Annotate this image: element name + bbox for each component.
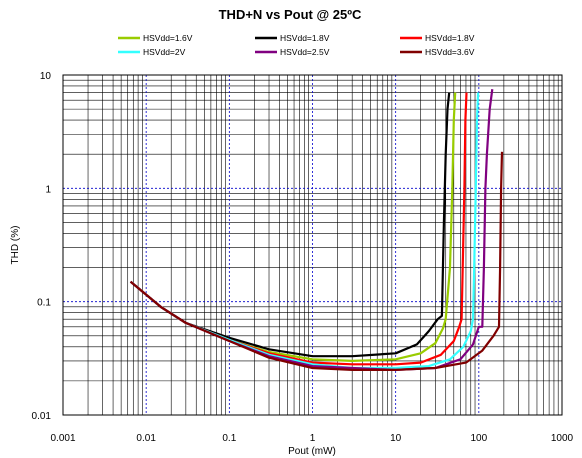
x-tick-label: 0.1 xyxy=(222,433,236,444)
legend: HSVdd=1.6V HSVdd=1.8V HSVdd=1.8V HSVdd=2V HS… xyxy=(118,33,475,57)
series-line-2 xyxy=(129,92,451,358)
series-line-1 xyxy=(129,92,457,362)
legend-label-3: HSVdd=1.8V xyxy=(425,33,475,43)
plot-frame xyxy=(62,74,563,416)
legend-label-1: HSVdd=1.6V xyxy=(143,33,193,43)
legend-label-2: HSVdd=1.8V xyxy=(280,33,330,43)
y-axis-label: THD (%) xyxy=(10,226,21,265)
plot-area: 0.001 0.01 0.1 1 10 100 1000 0.01 0.1 1 10 xyxy=(32,71,574,444)
y-tick-label: 0.01 xyxy=(32,411,52,422)
legend-label-5: HSVdd=2.5V xyxy=(280,47,330,57)
y-tick-label: 10 xyxy=(40,71,52,82)
series-line-3 xyxy=(129,92,468,366)
x-tick-label: 0.001 xyxy=(50,433,75,444)
legend-label-6: HSVdd=3.6V xyxy=(425,47,475,57)
series-line-6 xyxy=(129,151,504,371)
x-tick-label: 10 xyxy=(390,433,402,444)
chart-title: THD+N vs Pout @ 25ºC xyxy=(219,7,362,22)
y-tick-label: 1 xyxy=(45,184,51,195)
x-tick-label: 0.01 xyxy=(136,433,156,444)
x-tick-label: 1000 xyxy=(551,433,574,444)
x-axis-label: Pout (mW) xyxy=(288,446,336,457)
series-line-5 xyxy=(129,89,494,371)
legend-label-4: HSVdd=2V xyxy=(143,47,186,57)
x-tick-label: 1 xyxy=(310,433,316,444)
y-tick-label: 0.1 xyxy=(37,298,51,309)
x-tick-label: 100 xyxy=(470,433,487,444)
